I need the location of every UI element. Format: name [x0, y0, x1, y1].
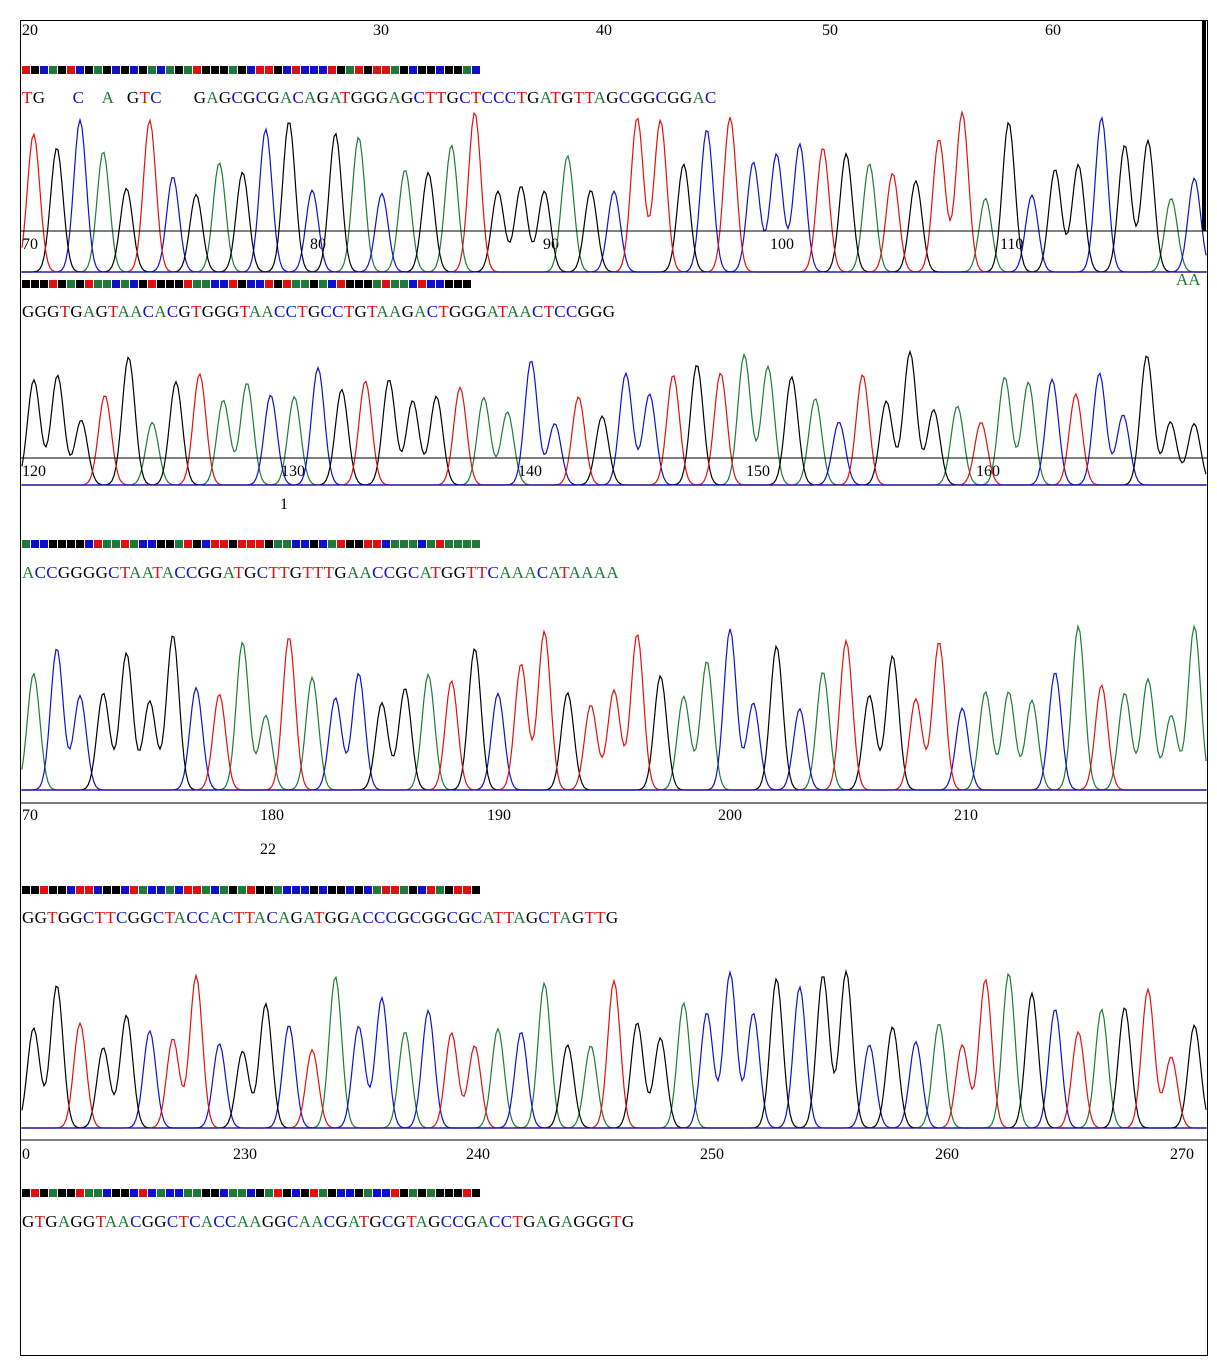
- tick-label: 100: [770, 236, 794, 253]
- trace-C: [22, 360, 1206, 486]
- position-marker: 22: [260, 841, 276, 858]
- quality-bar: [22, 66, 481, 74]
- tick-label: 130: [281, 463, 305, 480]
- tick-label: 140: [518, 463, 542, 480]
- quality-bar: [22, 280, 472, 288]
- trace-A: [21, 623, 1207, 791]
- position-marker: 1: [280, 496, 288, 513]
- tick-label: 180: [260, 807, 284, 824]
- trace-T: [22, 372, 1206, 486]
- chromatogram-frame: [20, 20, 1208, 1356]
- trace-C: [22, 115, 1207, 273]
- tick-label: 20: [22, 22, 38, 39]
- tick-label: 250: [700, 1146, 724, 1163]
- tick-label: 210: [954, 807, 978, 824]
- tick-label: 270: [1170, 1146, 1194, 1163]
- tick-label: 0: [22, 1146, 30, 1163]
- tick-label: 60: [1045, 22, 1061, 39]
- tick-label: 70: [22, 807, 38, 824]
- tick-label: 50: [822, 22, 838, 39]
- base-sequence: GTGAGGTAACGGCTCACCAAGGCAACGATGCGTAGCCGAC…: [22, 1212, 635, 1231]
- quality-bar: [22, 540, 481, 548]
- base-sequence: GGTGGCTTCGGCTACCACTTACAGATGGACCCGCGGCGCA…: [22, 908, 619, 927]
- overflow-bases: AA: [1176, 270, 1201, 289]
- tick-label: 70: [22, 236, 38, 253]
- tick-label: 230: [233, 1146, 257, 1163]
- tick-label: 120: [22, 463, 46, 480]
- tick-label: 150: [746, 463, 770, 480]
- base-sequence: TG C A GTC GAGCGCGACAGATGGGAGCTTGCTCCCTG…: [22, 88, 717, 107]
- tick-label: 40: [596, 22, 612, 39]
- tick-label: 190: [487, 807, 511, 824]
- tick-label: 90: [543, 236, 559, 253]
- tick-label: 30: [373, 22, 389, 39]
- base-sequence: ACCGGGGCTAATACCGGATGCTTGTTTGAACCGCATGGTT…: [22, 563, 619, 582]
- tick-label: 200: [718, 807, 742, 824]
- quality-bar: [22, 886, 481, 894]
- tick-label: 260: [935, 1146, 959, 1163]
- base-sequence: GGGTGAGTAACACGTGGGTAACCTGCCTGTAAGACTGGGA…: [22, 302, 616, 321]
- trace-C: [22, 628, 1206, 791]
- trace-G: [22, 121, 1206, 273]
- tick-label: 240: [466, 1146, 490, 1163]
- trace-T: [22, 973, 1206, 1129]
- tick-label: 110: [1000, 236, 1024, 253]
- quality-bar: [22, 1189, 481, 1197]
